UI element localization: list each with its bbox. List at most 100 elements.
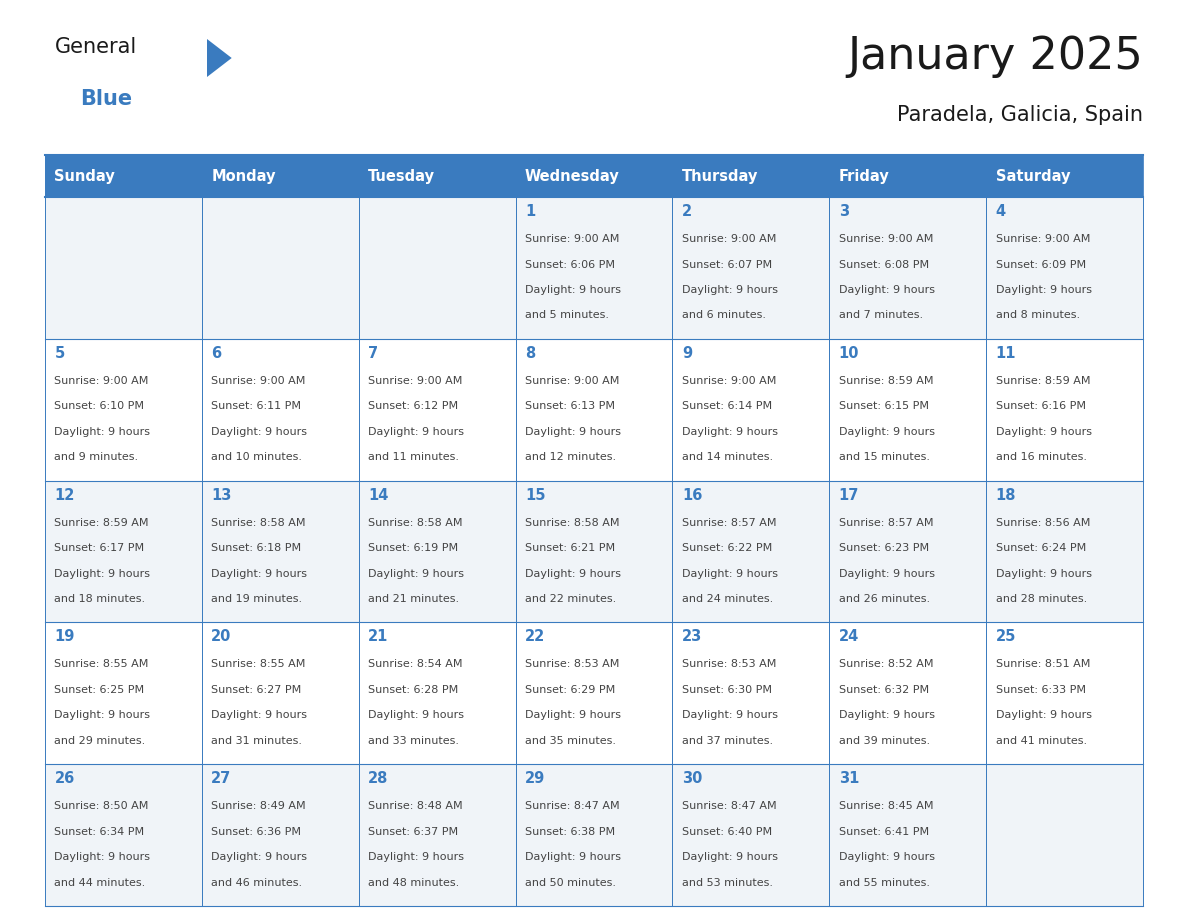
Text: Sunset: 6:18 PM: Sunset: 6:18 PM [211, 543, 302, 554]
Text: 26: 26 [55, 771, 75, 786]
Text: Wednesday: Wednesday [525, 169, 620, 184]
Text: Sunrise: 8:47 AM: Sunrise: 8:47 AM [682, 801, 777, 812]
Text: and 26 minutes.: and 26 minutes. [839, 594, 930, 604]
Text: Sunrise: 8:58 AM: Sunrise: 8:58 AM [368, 518, 462, 528]
Text: 11: 11 [996, 346, 1016, 361]
Text: 31: 31 [839, 771, 859, 786]
Text: 2: 2 [682, 204, 691, 219]
Text: Sunset: 6:09 PM: Sunset: 6:09 PM [996, 260, 1086, 270]
Bar [45, 622, 202, 764]
Text: Sunrise: 9:00 AM: Sunrise: 9:00 AM [682, 234, 776, 244]
Text: Daylight: 9 hours: Daylight: 9 hours [55, 568, 151, 578]
Text: Sunrise: 8:47 AM: Sunrise: 8:47 AM [525, 801, 620, 812]
Text: Daylight: 9 hours: Daylight: 9 hours [682, 427, 778, 437]
Text: Daylight: 9 hours: Daylight: 9 hours [525, 852, 621, 862]
Bar [45, 481, 202, 622]
Text: Daylight: 9 hours: Daylight: 9 hours [682, 852, 778, 862]
Bar [202, 339, 359, 481]
Text: Sunrise: 8:59 AM: Sunrise: 8:59 AM [839, 375, 934, 386]
Text: Daylight: 9 hours: Daylight: 9 hours [682, 285, 778, 295]
Bar [829, 481, 986, 622]
Text: Sunrise: 8:53 AM: Sunrise: 8:53 AM [682, 659, 776, 669]
Bar [516, 155, 672, 197]
Text: Sunset: 6:06 PM: Sunset: 6:06 PM [525, 260, 615, 270]
Text: and 9 minutes.: and 9 minutes. [55, 453, 139, 463]
Bar [45, 764, 202, 906]
Text: Daylight: 9 hours: Daylight: 9 hours [55, 711, 151, 721]
Text: Sunrise: 9:00 AM: Sunrise: 9:00 AM [525, 375, 619, 386]
Text: Daylight: 9 hours: Daylight: 9 hours [525, 711, 621, 721]
Text: Sunset: 6:27 PM: Sunset: 6:27 PM [211, 685, 302, 695]
Text: and 48 minutes.: and 48 minutes. [368, 878, 460, 888]
Text: and 12 minutes.: and 12 minutes. [525, 453, 617, 463]
Bar [516, 622, 672, 764]
Text: 12: 12 [55, 487, 75, 502]
Text: 22: 22 [525, 630, 545, 644]
Text: Sunrise: 9:00 AM: Sunrise: 9:00 AM [211, 375, 305, 386]
Text: Sunset: 6:14 PM: Sunset: 6:14 PM [682, 401, 772, 411]
Text: 27: 27 [211, 771, 232, 786]
Text: 16: 16 [682, 487, 702, 502]
Text: 23: 23 [682, 630, 702, 644]
Text: Sunrise: 9:00 AM: Sunrise: 9:00 AM [682, 375, 776, 386]
Bar [359, 622, 516, 764]
Text: Sunset: 6:36 PM: Sunset: 6:36 PM [211, 827, 302, 836]
Bar [359, 339, 516, 481]
Text: Sunrise: 9:00 AM: Sunrise: 9:00 AM [996, 234, 1089, 244]
Text: 5: 5 [55, 346, 64, 361]
Text: Daylight: 9 hours: Daylight: 9 hours [839, 852, 935, 862]
Text: Sunset: 6:19 PM: Sunset: 6:19 PM [368, 543, 459, 554]
Text: Daylight: 9 hours: Daylight: 9 hours [996, 568, 1092, 578]
Text: 4: 4 [996, 204, 1006, 219]
Text: Daylight: 9 hours: Daylight: 9 hours [996, 711, 1092, 721]
Text: 1: 1 [525, 204, 536, 219]
Bar [829, 155, 986, 197]
Text: and 50 minutes.: and 50 minutes. [525, 878, 617, 888]
Text: and 41 minutes.: and 41 minutes. [996, 736, 1087, 746]
Text: Sunset: 6:15 PM: Sunset: 6:15 PM [839, 401, 929, 411]
Text: 19: 19 [55, 630, 75, 644]
Bar [202, 197, 359, 339]
Text: Sunset: 6:16 PM: Sunset: 6:16 PM [996, 401, 1086, 411]
Text: Thursday: Thursday [682, 169, 758, 184]
Bar [672, 155, 829, 197]
Bar [986, 764, 1143, 906]
Text: Daylight: 9 hours: Daylight: 9 hours [368, 568, 465, 578]
Text: and 5 minutes.: and 5 minutes. [525, 310, 609, 320]
Text: Sunset: 6:33 PM: Sunset: 6:33 PM [996, 685, 1086, 695]
Text: Sunset: 6:32 PM: Sunset: 6:32 PM [839, 685, 929, 695]
Text: January 2025: January 2025 [847, 35, 1143, 78]
Text: Sunrise: 8:57 AM: Sunrise: 8:57 AM [839, 518, 934, 528]
Text: 7: 7 [368, 346, 378, 361]
Bar [359, 764, 516, 906]
Text: Daylight: 9 hours: Daylight: 9 hours [525, 285, 621, 295]
Text: Daylight: 9 hours: Daylight: 9 hours [55, 852, 151, 862]
Bar [202, 764, 359, 906]
Text: and 39 minutes.: and 39 minutes. [839, 736, 930, 746]
Text: and 53 minutes.: and 53 minutes. [682, 878, 773, 888]
Text: Daylight: 9 hours: Daylight: 9 hours [211, 852, 308, 862]
Text: Saturday: Saturday [996, 169, 1070, 184]
Text: Sunset: 6:13 PM: Sunset: 6:13 PM [525, 401, 615, 411]
Text: 18: 18 [996, 487, 1016, 502]
Text: and 33 minutes.: and 33 minutes. [368, 736, 459, 746]
Text: and 24 minutes.: and 24 minutes. [682, 594, 773, 604]
Text: Sunset: 6:12 PM: Sunset: 6:12 PM [368, 401, 459, 411]
Bar [986, 481, 1143, 622]
Text: 28: 28 [368, 771, 388, 786]
Text: and 21 minutes.: and 21 minutes. [368, 594, 460, 604]
Text: Daylight: 9 hours: Daylight: 9 hours [839, 427, 935, 437]
Text: Daylight: 9 hours: Daylight: 9 hours [211, 711, 308, 721]
Bar [829, 622, 986, 764]
Text: Daylight: 9 hours: Daylight: 9 hours [368, 427, 465, 437]
Text: and 14 minutes.: and 14 minutes. [682, 453, 773, 463]
Text: Sunrise: 8:49 AM: Sunrise: 8:49 AM [211, 801, 305, 812]
Text: Sunrise: 8:56 AM: Sunrise: 8:56 AM [996, 518, 1089, 528]
Text: 25: 25 [996, 630, 1016, 644]
Text: Daylight: 9 hours: Daylight: 9 hours [839, 568, 935, 578]
Text: and 15 minutes.: and 15 minutes. [839, 453, 930, 463]
Text: Sunrise: 8:58 AM: Sunrise: 8:58 AM [211, 518, 305, 528]
Bar [45, 339, 202, 481]
Text: Sunset: 6:24 PM: Sunset: 6:24 PM [996, 543, 1086, 554]
Text: and 55 minutes.: and 55 minutes. [839, 878, 930, 888]
